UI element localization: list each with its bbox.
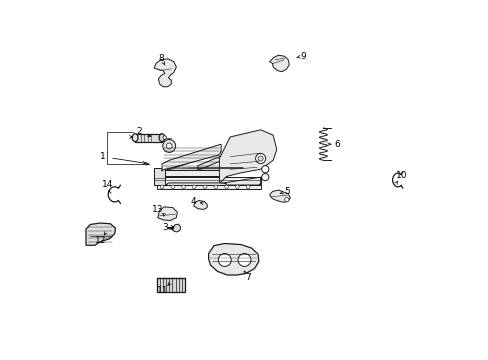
FancyBboxPatch shape xyxy=(155,170,226,176)
Text: 7: 7 xyxy=(244,273,250,282)
FancyBboxPatch shape xyxy=(155,177,260,184)
Polygon shape xyxy=(167,148,221,170)
Polygon shape xyxy=(154,59,176,87)
Text: 4: 4 xyxy=(190,197,196,206)
Circle shape xyxy=(160,185,163,189)
Text: 13: 13 xyxy=(152,205,163,214)
Circle shape xyxy=(163,139,175,152)
Polygon shape xyxy=(86,223,115,245)
Circle shape xyxy=(261,166,268,173)
Text: 14: 14 xyxy=(102,180,113,189)
Circle shape xyxy=(258,156,263,161)
Circle shape xyxy=(203,185,206,189)
Circle shape xyxy=(192,185,196,189)
Polygon shape xyxy=(198,148,242,170)
Polygon shape xyxy=(269,190,290,202)
Ellipse shape xyxy=(159,134,164,141)
Circle shape xyxy=(166,143,172,149)
Text: 3: 3 xyxy=(162,223,167,232)
Polygon shape xyxy=(193,201,207,210)
Polygon shape xyxy=(219,130,276,184)
Circle shape xyxy=(163,136,166,139)
Text: 9: 9 xyxy=(300,52,306,61)
Text: 6: 6 xyxy=(334,140,340,149)
Circle shape xyxy=(255,153,265,163)
Circle shape xyxy=(218,253,231,266)
Polygon shape xyxy=(269,55,289,72)
Polygon shape xyxy=(208,243,258,275)
Text: 12: 12 xyxy=(95,237,106,246)
Circle shape xyxy=(214,185,217,189)
Polygon shape xyxy=(219,177,260,185)
Circle shape xyxy=(182,185,185,189)
Text: 5: 5 xyxy=(284,187,289,196)
Circle shape xyxy=(246,185,249,189)
Ellipse shape xyxy=(132,134,138,141)
FancyBboxPatch shape xyxy=(135,134,162,141)
Text: 2: 2 xyxy=(136,127,141,136)
Circle shape xyxy=(235,185,239,189)
Text: 8: 8 xyxy=(158,54,164,63)
FancyBboxPatch shape xyxy=(156,278,184,292)
Text: 1: 1 xyxy=(100,152,105,161)
Text: 10: 10 xyxy=(395,171,407,180)
Circle shape xyxy=(224,185,228,189)
Polygon shape xyxy=(165,183,226,187)
Circle shape xyxy=(171,185,174,189)
Polygon shape xyxy=(158,207,177,221)
Circle shape xyxy=(261,174,268,181)
Text: 11: 11 xyxy=(157,286,168,295)
Polygon shape xyxy=(162,144,221,171)
FancyBboxPatch shape xyxy=(156,185,260,189)
Polygon shape xyxy=(172,224,180,232)
Circle shape xyxy=(238,253,250,266)
Circle shape xyxy=(284,198,288,202)
FancyBboxPatch shape xyxy=(154,168,164,185)
